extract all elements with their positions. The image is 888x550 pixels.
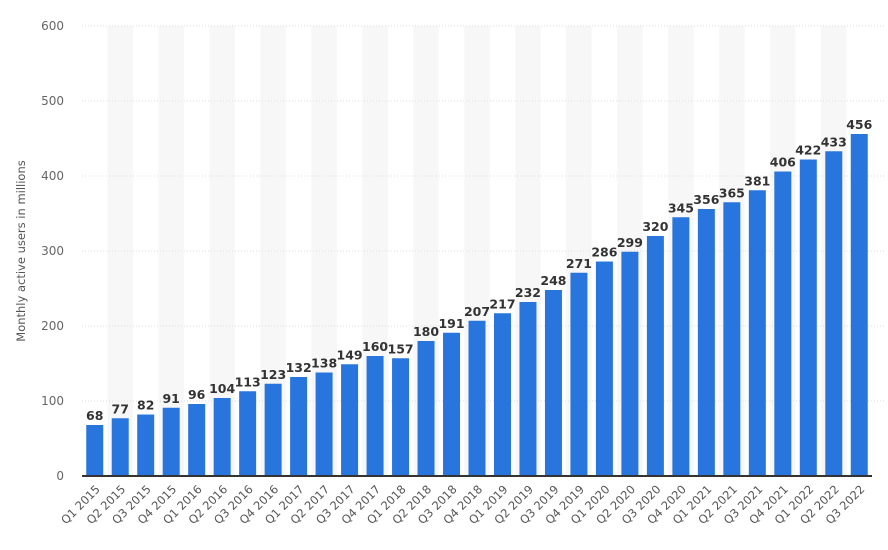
data-label: 356 [693,192,719,207]
bar-q1-2015[interactable] [86,425,104,476]
bar-q2-2021[interactable] [723,202,741,476]
data-label: 77 [112,401,129,416]
data-label: 96 [188,387,206,402]
bar-q4-2018[interactable] [468,320,486,476]
bar-q1-2021[interactable] [697,209,715,476]
data-label: 365 [719,185,745,200]
data-label: 271 [566,256,592,271]
data-label: 422 [795,143,821,158]
bar-q2-2018[interactable] [417,341,435,476]
y-tick-label: 300 [41,244,64,258]
bar-q3-2015[interactable] [137,414,155,477]
data-label: 406 [770,155,796,170]
data-label: 123 [260,367,286,382]
data-label: 299 [617,235,643,250]
bar-q4-2019[interactable] [570,272,588,476]
data-label: 456 [846,117,872,132]
data-label: 320 [642,219,668,234]
data-label: 248 [540,273,566,288]
data-label: 191 [438,316,464,331]
bar-q2-2017[interactable] [315,372,333,477]
bar-q4-2015[interactable] [162,407,180,476]
data-label: 157 [388,341,414,356]
y-tick-label: 600 [41,19,64,33]
data-label: 217 [489,296,515,311]
bar-q3-2017[interactable] [341,364,359,476]
column-band [107,26,133,476]
column-band [158,26,184,476]
y-tick-label: 400 [41,169,64,183]
bar-q1-2017[interactable] [290,377,308,476]
y-axis-ticks: 0 100 200 300 400 500 600 [41,19,64,483]
y-tick-label: 200 [41,319,64,333]
bar-q2-2022[interactable] [825,151,843,476]
data-label: 381 [744,173,770,188]
bar-q1-2019[interactable] [493,313,511,476]
bar-q3-2016[interactable] [239,391,257,476]
data-label: 160 [362,339,388,354]
bar-q2-2019[interactable] [519,302,537,476]
y-axis-label: Monthly active users in millions [14,160,28,341]
data-label: 82 [137,398,154,413]
bar-q3-2020[interactable] [646,236,664,476]
y-tick-label: 500 [41,94,64,108]
bar-q4-2017[interactable] [366,356,384,476]
bar-q1-2022[interactable] [799,159,817,477]
y-tick-label: 100 [41,394,64,408]
bar-q2-2020[interactable] [621,251,639,476]
data-label: 68 [86,408,103,423]
bar-q4-2016[interactable] [264,383,282,476]
data-label: 104 [209,381,235,396]
bar-q1-2018[interactable] [392,358,410,476]
bar-q3-2018[interactable] [443,332,461,476]
data-label: 232 [515,285,541,300]
data-label: 132 [286,360,312,375]
data-label: 149 [337,347,363,362]
data-label: 91 [162,391,179,406]
bar-q1-2020[interactable] [595,261,613,477]
bars [86,134,868,476]
bar-q4-2020[interactable] [672,217,690,476]
bar-q1-2016[interactable] [188,404,206,476]
bar-q4-2021[interactable] [774,171,792,477]
data-label: 286 [591,245,617,260]
data-label: 433 [821,134,847,149]
bar-q3-2019[interactable] [544,290,562,476]
y-tick-label: 0 [56,469,64,483]
bar-q2-2015[interactable] [111,418,129,476]
bar-q3-2022[interactable] [850,134,868,476]
data-label: 207 [464,304,490,319]
data-label: 138 [311,356,337,371]
data-label: 345 [668,200,694,215]
data-label: 113 [235,374,261,389]
data-label: 180 [413,324,439,339]
bar-q2-2016[interactable] [213,398,231,476]
bar-q3-2021[interactable] [748,190,766,476]
